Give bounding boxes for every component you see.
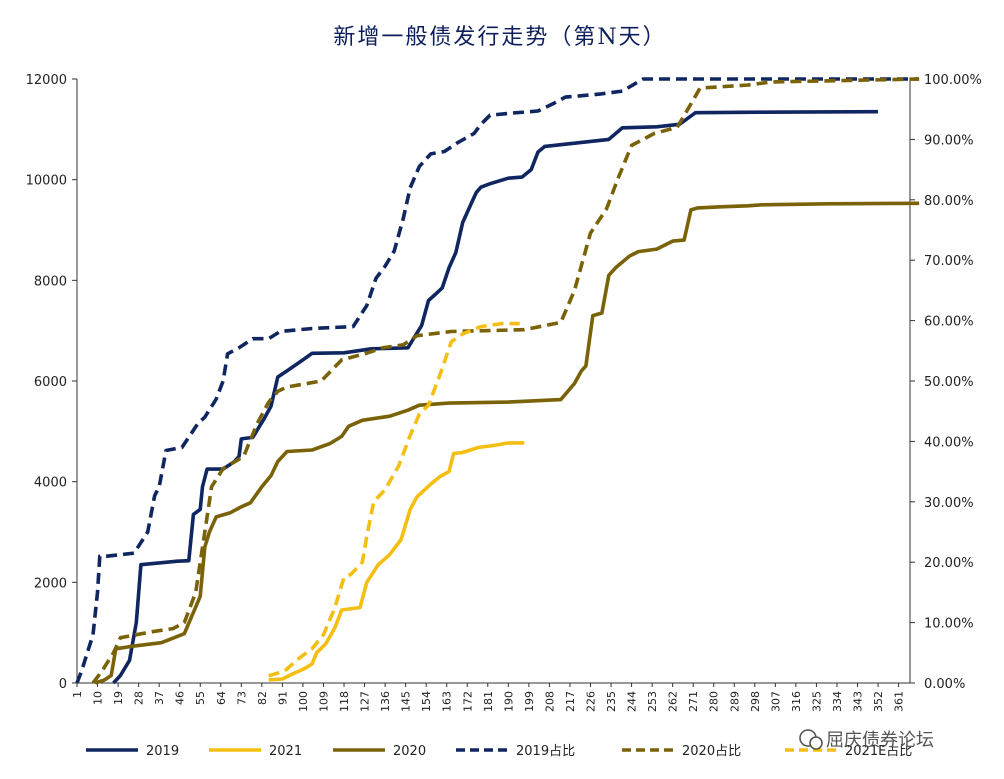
wechat-icon (799, 729, 823, 750)
legend-label-4: 2020占比 (682, 744, 741, 759)
x-tick-label: 199 (523, 691, 536, 712)
x-tick-label: 262 (667, 691, 680, 712)
x-tick-label: 217 (564, 691, 577, 712)
x-axis: 1 10 19 28 37 46 55 64 73 82 91 100 109 118 127 136 145 1… (71, 683, 906, 712)
legend-label-0: 2019 (146, 744, 179, 759)
y-right-tick-label: 100.00% (924, 73, 982, 88)
x-tick-label: 226 (584, 691, 597, 712)
series-layer (75, 77, 920, 685)
y-axis-left: 0 2000 4000 6000 8000 10000 12000 (26, 73, 77, 692)
y-right-tick-label: 90.00% (924, 133, 974, 148)
x-tick-label: 307 (769, 691, 782, 712)
x-tick-label: 82 (256, 691, 269, 705)
series-line-0 (112, 109, 879, 685)
x-tick-label: 46 (174, 691, 187, 705)
x-tick-label: 208 (543, 691, 556, 712)
y-right-tick-label: 40.00% (924, 435, 974, 450)
series-line-3 (75, 77, 920, 684)
legend-label-5: 2021E占比 (845, 744, 912, 759)
legend-label-2: 2020 (393, 744, 426, 759)
y-left-tick-label: 0 (59, 677, 67, 692)
x-tick-label: 235 (605, 691, 618, 712)
y-right-tick-label: 30.00% (924, 496, 974, 511)
x-tick-label: 19 (112, 691, 125, 705)
x-tick-label: 109 (317, 691, 330, 712)
x-tick-label: 298 (749, 691, 762, 712)
x-tick-label: 55 (194, 691, 207, 705)
y-axis-right: 0.00% 10.00% 20.00% 30.00% 40.00% 50.00% 60.00… (910, 73, 982, 692)
y-right-tick-label: 50.00% (924, 375, 974, 390)
x-tick-label: 154 (420, 691, 433, 712)
watermark: 屈庆债券论坛 (799, 729, 934, 751)
y-right-tick-label: 70.00% (924, 254, 974, 269)
y-right-tick-label: 10.00% (924, 617, 974, 632)
x-tick-label: 190 (502, 691, 515, 712)
x-tick-label: 73 (235, 691, 248, 705)
x-tick-label: 289 (728, 691, 741, 712)
x-tick-label: 37 (153, 691, 166, 705)
y-right-tick-label: 60.00% (924, 315, 974, 330)
x-tick-label: 325 (810, 691, 823, 712)
x-tick-label: 253 (646, 691, 659, 712)
x-tick-label: 181 (482, 691, 495, 712)
x-tick-label: 145 (400, 691, 413, 712)
y-right-tick-label: 20.00% (924, 556, 974, 571)
x-tick-label: 91 (276, 691, 289, 705)
legend-label-1: 2021 (269, 744, 302, 759)
y-left-tick-label: 6000 (34, 375, 67, 390)
x-tick-label: 271 (687, 691, 700, 712)
x-tick-label: 316 (790, 691, 803, 712)
x-tick-label: 343 (852, 691, 865, 712)
x-tick-label: 28 (133, 691, 146, 705)
series-line-2 (94, 201, 920, 685)
x-tick-label: 244 (626, 691, 639, 712)
x-tick-label: 280 (708, 691, 721, 712)
x-tick-label: 136 (379, 691, 392, 712)
series-line-5 (268, 321, 520, 678)
x-tick-label: 361 (893, 691, 906, 712)
y-left-tick-label: 2000 (34, 576, 67, 591)
x-tick-label: 352 (872, 691, 885, 712)
x-tick-label: 127 (359, 691, 372, 712)
x-tick-label: 1 (71, 691, 84, 698)
series-line-4 (91, 77, 920, 685)
y-left-tick-label: 8000 (34, 274, 67, 289)
x-tick-label: 172 (461, 691, 474, 712)
y-right-tick-label: 80.00% (924, 194, 974, 209)
watermark-text: 屈庆债券论坛 (826, 730, 934, 751)
x-tick-label: 10 (92, 691, 105, 705)
legend-label-3: 2019占比 (516, 744, 575, 759)
x-tick-label: 64 (215, 691, 228, 705)
x-tick-label: 100 (297, 691, 310, 712)
y-left-tick-label: 4000 (34, 476, 67, 491)
y-right-tick-label: 0.00% (924, 677, 965, 692)
y-left-tick-label: 12000 (26, 73, 67, 88)
series-line-1 (268, 441, 525, 682)
x-tick-label: 334 (831, 691, 844, 712)
x-tick-label: 118 (338, 691, 351, 712)
y-left-tick-label: 10000 (26, 174, 67, 189)
legend: 2019 2021 2020 2019占比 2020占比 2021E占比 (86, 744, 912, 759)
x-tick-label: 163 (441, 691, 454, 712)
chart-title: 新增一般债发行走势（第N天） (333, 25, 666, 50)
